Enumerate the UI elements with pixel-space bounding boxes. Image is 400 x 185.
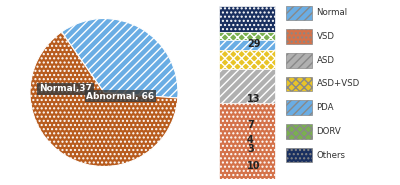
Text: Normal: Normal	[316, 9, 348, 17]
Wedge shape	[62, 18, 178, 98]
Text: Normal,37: Normal,37	[39, 84, 92, 93]
Text: VSD: VSD	[316, 32, 334, 41]
FancyBboxPatch shape	[286, 77, 312, 91]
FancyBboxPatch shape	[286, 124, 312, 139]
FancyBboxPatch shape	[286, 29, 312, 44]
Text: 3: 3	[247, 144, 254, 154]
Bar	[219, 6, 275, 32]
Text: 10: 10	[247, 161, 260, 171]
Text: 4: 4	[247, 135, 254, 145]
Text: ASD: ASD	[316, 56, 334, 65]
Wedge shape	[30, 32, 178, 166]
Text: Others: Others	[316, 151, 346, 159]
Bar	[219, 40, 275, 50]
Bar	[219, 103, 275, 179]
Text: 13: 13	[247, 94, 260, 104]
FancyBboxPatch shape	[286, 53, 312, 68]
Text: ASD+VSD: ASD+VSD	[316, 80, 360, 88]
Text: DORV: DORV	[316, 127, 341, 136]
Text: 7: 7	[247, 120, 254, 130]
FancyBboxPatch shape	[286, 100, 312, 115]
Text: Abnormal, 66: Abnormal, 66	[86, 92, 154, 101]
FancyBboxPatch shape	[286, 148, 312, 162]
Bar	[219, 32, 275, 40]
Bar	[219, 69, 275, 103]
Bar	[219, 50, 275, 69]
FancyBboxPatch shape	[286, 6, 312, 20]
Text: 29: 29	[247, 39, 260, 49]
Text: PDA: PDA	[316, 103, 334, 112]
